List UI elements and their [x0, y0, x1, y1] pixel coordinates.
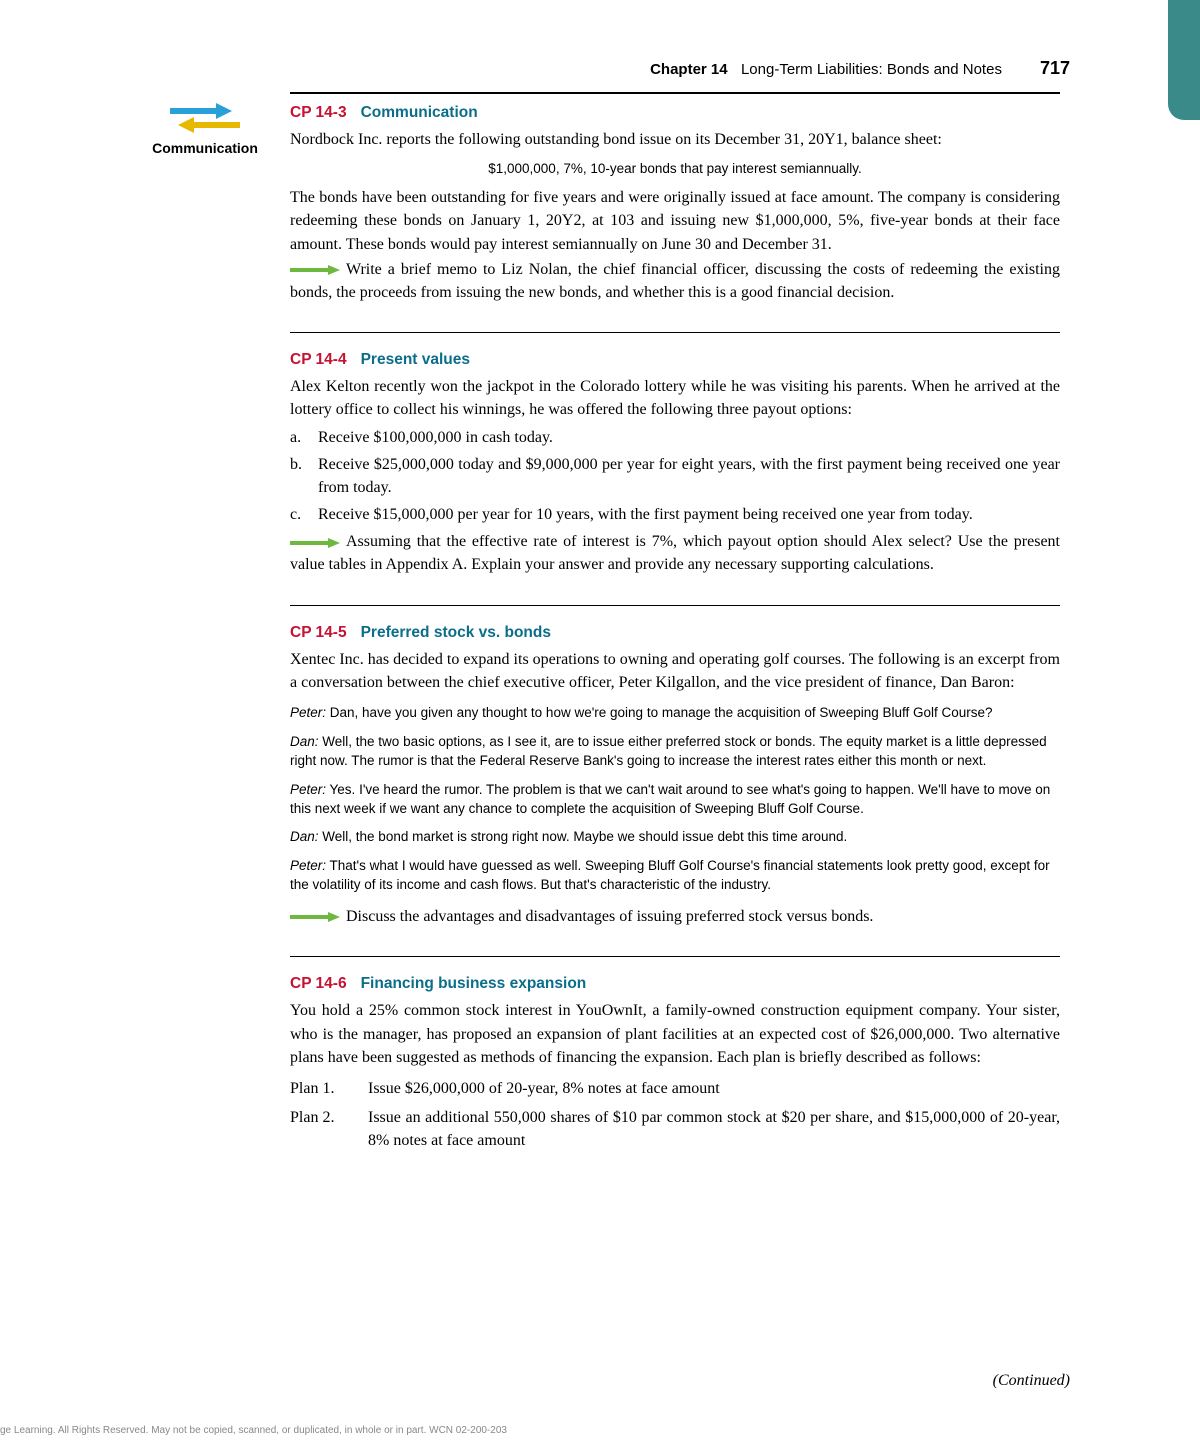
list-marker: b. — [290, 453, 318, 499]
dialogue-text: Dan, have you given any thought to how w… — [326, 705, 993, 720]
copyright-text: ge Learning. All Rights Reserved. May no… — [0, 1425, 507, 1436]
dialogue-line: Peter: That's what I would have guessed … — [290, 857, 1060, 895]
rule — [290, 605, 1060, 606]
continued-label: (Continued) — [993, 1372, 1070, 1390]
paragraph: Xentec Inc. has decided to expand its op… — [290, 648, 1060, 694]
rule — [290, 332, 1060, 333]
communication-icon — [166, 100, 244, 136]
cp-heading: CP 14-6 Financing business expansion — [290, 975, 1060, 993]
page-edge-tab — [1168, 0, 1200, 120]
cp-heading: CP 14-5 Preferred stock vs. bonds — [290, 624, 1060, 642]
list-text: Receive $25,000,000 today and $9,000,000… — [318, 453, 1060, 499]
chapter-label: Chapter 14 Long-Term Liabilities: Bonds … — [650, 61, 1002, 79]
dialogue-line: Peter: Yes. I've heard the rumor. The pr… — [290, 781, 1060, 819]
speaker: Dan: — [290, 734, 319, 749]
rule — [290, 956, 1060, 957]
cp-title: Communication — [361, 104, 478, 121]
list-marker: a. — [290, 426, 318, 449]
paragraph-text: Discuss the advantages and disadvantages… — [346, 908, 873, 925]
cp-code: CP 14-6 — [290, 975, 347, 992]
cp-title: Present values — [361, 351, 470, 368]
paragraph: The bonds have been outstanding for five… — [290, 186, 1060, 256]
cp-14-6: CP 14-6 Financing business expansion You … — [290, 975, 1060, 1152]
page-number: 717 — [1040, 58, 1070, 79]
list-text: Receive $100,000,000 in cash today. — [318, 426, 1060, 449]
cp-14-3: CP 14-3 Communication Nordbock Inc. repor… — [290, 104, 1060, 304]
paragraph: Write a brief memo to Liz Nolan, the chi… — [290, 258, 1060, 304]
dialogue-line: Dan: Well, the bond market is strong rig… — [290, 828, 1060, 847]
paragraph: Nordbock Inc. reports the following outs… — [290, 128, 1060, 151]
cp-code: CP 14-4 — [290, 351, 347, 368]
arrow-icon — [290, 538, 340, 548]
plan-label: Plan 1. — [290, 1077, 368, 1100]
cp-heading: CP 14-3 Communication — [290, 104, 1060, 122]
list-marker: c. — [290, 503, 318, 526]
arrow-icon — [290, 912, 340, 922]
plan-item: Plan 2.Issue an additional 550,000 share… — [290, 1106, 1060, 1152]
dialogue-text: Yes. I've heard the rumor. The problem i… — [290, 782, 1050, 816]
cp-code: CP 14-3 — [290, 104, 347, 121]
dialogue-line: Dan: Well, the two basic options, as I s… — [290, 733, 1060, 771]
bond-note: $1,000,000, 7%, 10-year bonds that pay i… — [290, 161, 1060, 176]
dialogue-text: Well, the two basic options, as I see it… — [290, 734, 1047, 768]
main-content: CP 14-3 Communication Nordbock Inc. repor… — [290, 92, 1060, 1180]
paragraph: Discuss the advantages and disadvantages… — [290, 905, 1060, 928]
cp-title: Preferred stock vs. bonds — [361, 624, 551, 641]
list-text: Receive $15,000,000 per year for 10 year… — [318, 503, 1060, 526]
plan-label: Plan 2. — [290, 1106, 368, 1152]
option-list: a.Receive $100,000,000 in cash today. b.… — [290, 426, 1060, 527]
arrow-icon — [290, 265, 340, 275]
paragraph-text: Assuming that the effective rate of inte… — [290, 533, 1060, 573]
cp-code: CP 14-5 — [290, 624, 347, 641]
plan-text: Issue $26,000,000 of 20-year, 8% notes a… — [368, 1077, 1060, 1100]
speaker: Peter: — [290, 705, 326, 720]
list-item: b.Receive $25,000,000 today and $9,000,0… — [290, 453, 1060, 499]
list-item: c.Receive $15,000,000 per year for 10 ye… — [290, 503, 1060, 526]
paragraph: You hold a 25% common stock interest in … — [290, 999, 1060, 1069]
paragraph: Alex Kelton recently won the jackpot in … — [290, 375, 1060, 421]
dialogue-line: Peter: Dan, have you given any thought t… — [290, 704, 1060, 723]
speaker: Dan: — [290, 829, 319, 844]
communication-sidebar: Communication — [150, 100, 260, 156]
plan-item: Plan 1.Issue $26,000,000 of 20-year, 8% … — [290, 1077, 1060, 1100]
cp-14-4: CP 14-4 Present values Alex Kelton recent… — [290, 351, 1060, 577]
page-header: Chapter 14 Long-Term Liabilities: Bonds … — [290, 58, 1070, 79]
plan-text: Issue an additional 550,000 shares of $1… — [368, 1106, 1060, 1152]
dialogue-text: Well, the bond market is strong right no… — [319, 829, 848, 844]
paragraph-text: Write a brief memo to Liz Nolan, the chi… — [290, 261, 1060, 301]
speaker: Peter: — [290, 858, 326, 873]
cp-heading: CP 14-4 Present values — [290, 351, 1060, 369]
dialogue-text: That's what I would have guessed as well… — [290, 858, 1050, 892]
communication-label: Communication — [150, 140, 260, 156]
cp-14-5: CP 14-5 Preferred stock vs. bonds Xentec … — [290, 624, 1060, 929]
rule — [290, 92, 1060, 94]
paragraph: Assuming that the effective rate of inte… — [290, 530, 1060, 576]
speaker: Peter: — [290, 782, 326, 797]
list-item: a.Receive $100,000,000 in cash today. — [290, 426, 1060, 449]
cp-title: Financing business expansion — [361, 975, 587, 992]
